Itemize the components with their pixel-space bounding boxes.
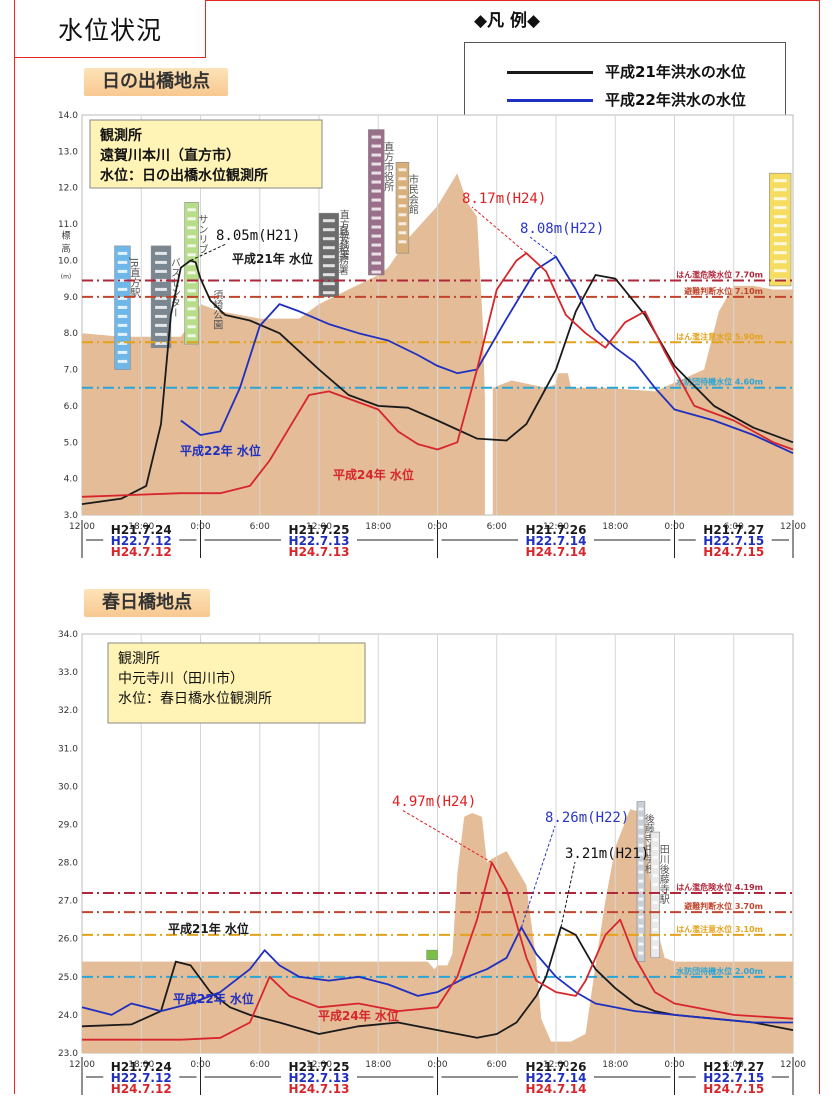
legend: 平成21年洪水の水位 平成22年洪水の水位 平成24年洪水の水位 [464, 42, 786, 147]
legend-item-h22: 平成22年洪水の水位 [465, 87, 785, 115]
legend-item-h24: 平成24年洪水の水位 [465, 115, 785, 143]
legend-item-h21: 平成21年洪水の水位 [465, 59, 785, 87]
section-title-kasugabashi: 春日橋地点 [84, 589, 210, 617]
section-title-hinodebashi: 日の出橋地点 [84, 68, 228, 96]
legend-line-h24 [507, 127, 593, 130]
legend-line-h22 [507, 99, 593, 102]
page-title-box: 水位状況 [14, 0, 206, 58]
legend-label-h24: 平成24年洪水の水位 [605, 119, 746, 137]
page-frame-top [14, 0, 820, 1]
legend-label-h22: 平成22年洪水の水位 [605, 91, 746, 109]
legend-line-h21 [507, 71, 593, 74]
page-title: 水位状況 [57, 15, 162, 45]
page-frame [14, 0, 820, 1094]
legend-title: ◆凡 例◆ [474, 11, 541, 31]
legend-label-h21: 平成21年洪水の水位 [605, 63, 746, 81]
